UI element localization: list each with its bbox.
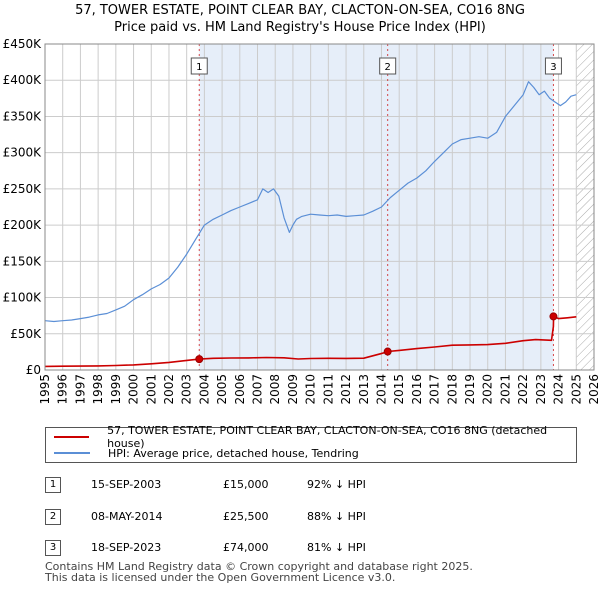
sale-number-badge: 1	[45, 477, 61, 493]
x-tick-label: 2012	[339, 374, 353, 405]
x-tick-label: 1999	[109, 374, 123, 405]
footer-licence: This data is licensed under the Open Gov…	[45, 571, 396, 584]
sale-hpi-diff: 88% ↓ HPI	[307, 510, 366, 523]
ownership-band	[199, 44, 554, 370]
price-chart: 1 2 3 £0 £50K £100K £150K £200K £250K £300K £350K £…	[3, 37, 600, 405]
x-tick-label: 2026	[587, 374, 600, 405]
x-tick-label: 2001	[144, 374, 158, 405]
sale-row: 1 15-SEP-2003 £15,000 92% ↓ HPI	[45, 474, 575, 496]
sale-row: 2 08-MAY-2014 £25,500 88% ↓ HPI	[45, 506, 575, 528]
footer: Contains HM Land Registry data © Crown c…	[45, 561, 473, 583]
legend-label-property: 57, TOWER ESTATE, POINT CLEAR BAY, CLACT…	[107, 424, 548, 450]
sale-label-text: 3	[550, 62, 556, 73]
x-tick-label: 2022	[516, 374, 530, 405]
y-tick-label: £400K	[3, 73, 43, 87]
legend: 57, TOWER ESTATE, POINT CLEAR BAY, CLACT…	[45, 424, 577, 463]
y-tick-label: £100K	[3, 291, 43, 305]
sale-point	[195, 355, 204, 364]
sale-price: £74,000	[223, 541, 269, 554]
x-tick-label: 2011	[321, 374, 335, 405]
y-tick-label: £200K	[3, 218, 43, 232]
x-tick-label: 2008	[268, 374, 282, 405]
sale-date: 15-SEP-2003	[91, 478, 162, 491]
legend-swatch-hpi	[54, 452, 90, 454]
legend-item-property: 57, TOWER ESTATE, POINT CLEAR BAY, CLACT…	[54, 424, 576, 450]
sale-price: £15,000	[223, 478, 269, 491]
legend-item-hpi: HPI: Average price, detached house, Tend…	[54, 445, 359, 461]
x-tick-label: 2007	[251, 374, 265, 405]
y-tick-label: £300K	[3, 146, 43, 160]
x-tick-label: 2010	[304, 374, 318, 405]
plot-frame	[44, 43, 595, 371]
x-tick-label: 2014	[374, 374, 388, 405]
future-hatch-area	[576, 44, 594, 370]
footer-copyright: Contains HM Land Registry data © Crown c…	[45, 560, 473, 573]
sale-date: 08-MAY-2014	[91, 510, 163, 523]
sale-label-text: 1	[196, 62, 202, 73]
series-line-property	[44, 315, 577, 368]
x-tick-label: 2009	[286, 374, 300, 405]
sale-price: £25,500	[223, 510, 269, 523]
x-tick-label: 2017	[428, 374, 442, 405]
x-tick-label: 2006	[233, 374, 247, 405]
x-tick-label: 2002	[162, 374, 176, 405]
x-tick-label: 2023	[534, 374, 548, 405]
x-tick-label: 2015	[392, 374, 406, 405]
x-tick-label: 2021	[498, 374, 512, 405]
x-tick-label: 2016	[410, 374, 424, 405]
y-tick-label: £0	[26, 363, 41, 377]
sale-label-text: 2	[384, 62, 390, 73]
sale-label-box	[379, 57, 397, 75]
sale-point	[383, 347, 392, 356]
chart-title-line2: Price paid vs. HM Land Registry's House …	[114, 20, 486, 35]
sale-hpi-diff: 81% ↓ HPI	[307, 541, 366, 554]
x-tick-label: 1998	[91, 374, 105, 405]
sale-label-box	[544, 57, 562, 75]
x-tick-label: 2013	[357, 374, 371, 405]
series-line-hpi	[44, 81, 577, 323]
sale-number-badge: 2	[45, 509, 61, 525]
y-tick-label: £450K	[3, 37, 43, 51]
y-tick-label: £150K	[3, 254, 43, 268]
sale-number-badge: 3	[45, 540, 61, 556]
sale-hpi-diff: 92% ↓ HPI	[307, 478, 366, 491]
chart-title-line1: 57, TOWER ESTATE, POINT CLEAR BAY, CLACT…	[75, 3, 525, 18]
sale-row: 3 18-SEP-2023 £74,000 81% ↓ HPI	[45, 537, 575, 559]
x-tick-label: 2025	[569, 374, 583, 405]
sale-date: 18-SEP-2023	[91, 541, 162, 554]
x-tick-label: 2003	[180, 374, 194, 405]
x-tick-label: 2019	[463, 374, 477, 405]
y-tick-label: £250K	[3, 182, 43, 196]
x-tick-label: 2000	[127, 374, 141, 405]
sale-label-box	[190, 57, 208, 75]
sale-point	[549, 312, 558, 321]
y-tick-label: £50K	[10, 327, 42, 341]
x-tick-label: 2024	[552, 374, 566, 405]
legend-label-hpi: HPI: Average price, detached house, Tend…	[108, 446, 359, 460]
y-tick-label: £350K	[3, 109, 43, 123]
x-tick-label: 1996	[56, 374, 70, 405]
x-tick-label: 2004	[197, 374, 211, 405]
legend-swatch-property	[54, 436, 90, 438]
x-tick-label: 2018	[445, 374, 459, 405]
x-tick-label: 1995	[38, 374, 52, 405]
x-tick-label: 2020	[481, 374, 495, 405]
x-tick-label: 2005	[215, 374, 229, 405]
x-tick-label: 1997	[73, 374, 87, 405]
